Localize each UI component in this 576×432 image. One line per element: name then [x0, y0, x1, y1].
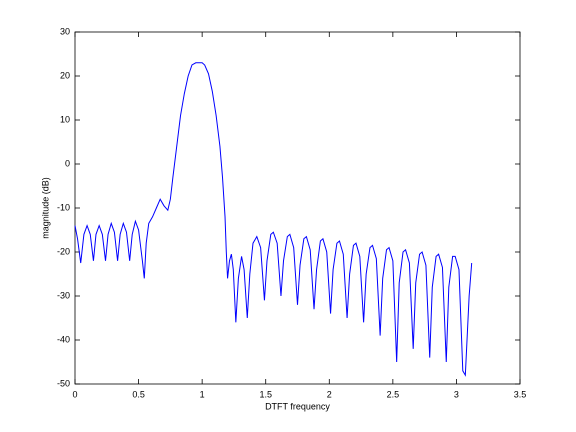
- x-tick-label: 1.5: [259, 389, 272, 399]
- plot-area: [74, 31, 521, 385]
- y-tick-label: 20: [60, 70, 70, 80]
- y-tick-label: -10: [57, 202, 70, 212]
- y-tick-label: 30: [60, 26, 70, 36]
- x-tick-label: 2.5: [387, 389, 400, 399]
- y-tick-label: 10: [60, 114, 70, 124]
- x-axis-label: DTFT frequency: [265, 401, 330, 411]
- y-tick-label: -20: [57, 246, 70, 256]
- data-line: [74, 62, 473, 377]
- y-tick-label: -50: [57, 378, 70, 388]
- x-tick-label: 3.5: [514, 389, 527, 399]
- y-tick-label: -30: [57, 290, 70, 300]
- x-tick-label: 3: [454, 389, 459, 399]
- y-axis-label: magnitude (dB): [40, 177, 50, 239]
- x-tick-label: 2: [327, 389, 332, 399]
- x-tick-label: 0.5: [132, 389, 145, 399]
- x-tick-label: 0: [72, 389, 77, 399]
- x-tick-label: 1: [200, 389, 205, 399]
- y-tick-label: -40: [57, 334, 70, 344]
- y-tick-label: 0: [65, 158, 70, 168]
